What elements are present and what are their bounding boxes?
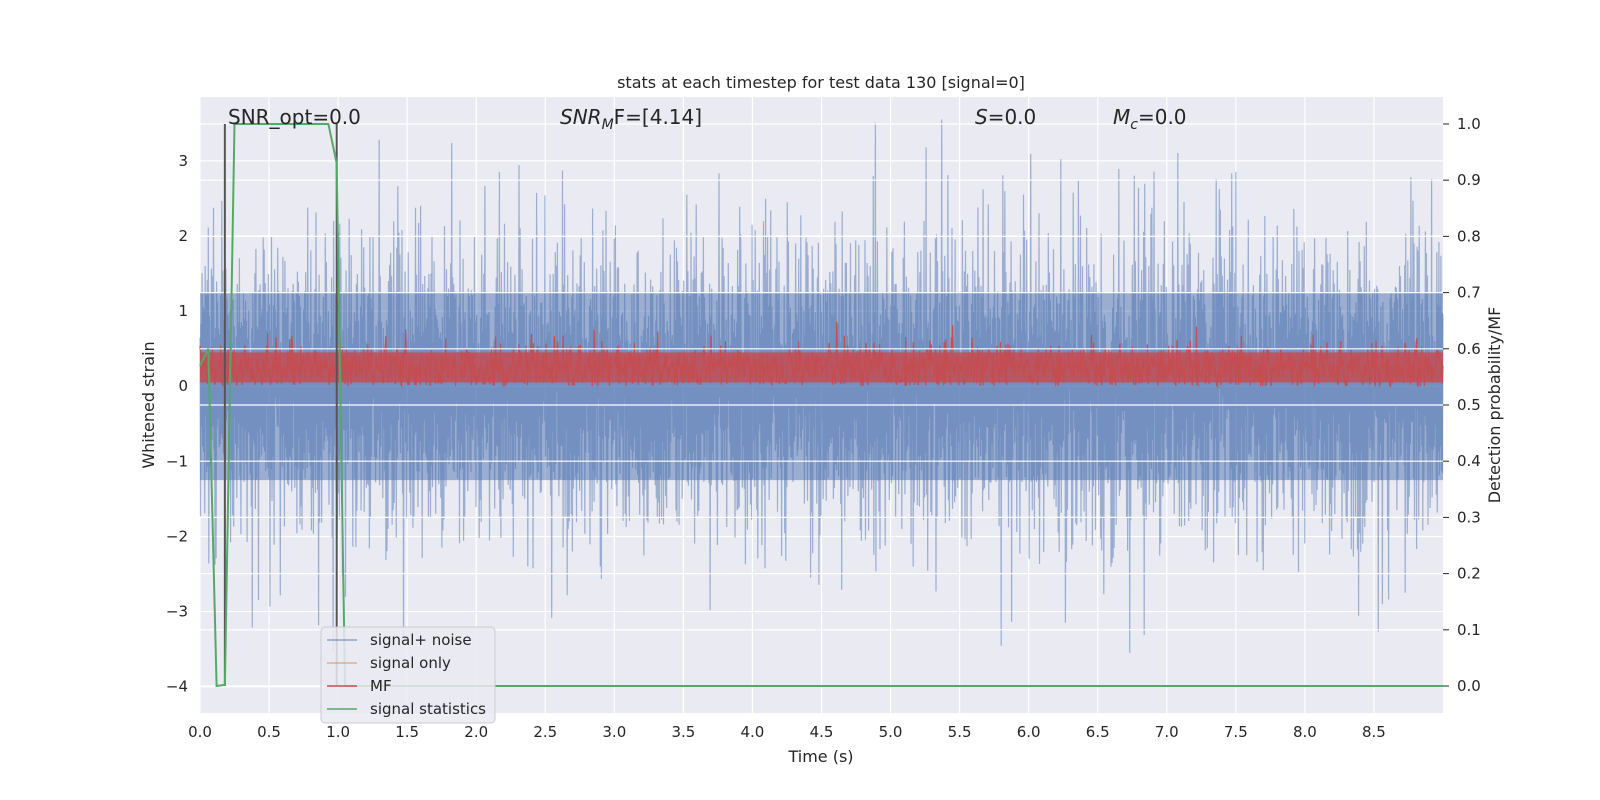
annotation-snr-mf: SNRMF=[4.14] [560,105,702,133]
y-right-tick-label-6: 0.6 [1457,340,1481,358]
mf-band [200,352,1443,383]
annotation-mc: Mc=0.0 [1113,105,1187,133]
y-left-tick-label-2: −2 [166,527,188,545]
x-tick-label-12: 6.0 [1017,723,1041,741]
legend-label-signal-noise: signal+ noise [370,631,472,649]
y-left-tick-label-3: −1 [166,452,188,470]
y-right-tick-label-7: 0.7 [1457,284,1481,302]
y-axis-left-ticks: −4 −3 −2 −1 0 1 2 3 [166,152,188,696]
y-axis-left-label: Whitened strain [139,341,158,468]
y-left-tick-label-5: 1 [178,302,188,320]
y-axis-right-ticks: 0.0 0.1 0.2 0.3 0.4 0.5 0.6 0.7 0.8 0.9 1.0 [1443,115,1481,695]
y-right-tick-label-1: 0.1 [1457,621,1481,639]
series-signal-noise [199,119,1444,653]
x-axis-ticks: 0.0 0.5 1.0 1.5 2.0 2.5 3.0 3.5 4.0 4.5 5.0 5.5 6.0 6… [188,723,1386,741]
signal-noise-band [200,292,1443,481]
y-right-tick-label-4: 0.4 [1457,452,1481,470]
x-tick-label-1: 0.5 [257,723,281,741]
x-tick-label-11: 5.5 [948,723,972,741]
x-tick-label-13: 6.5 [1086,723,1110,741]
y-left-tick-label-1: −3 [166,603,188,621]
y-left-tick-label-4: 0 [178,377,188,395]
y-right-tick-label-0: 0.0 [1457,677,1481,695]
y-left-tick-label-0: −4 [166,678,188,696]
y-left-tick-label-7: 3 [178,152,188,170]
y-left-tick-label-6: 2 [178,227,188,245]
x-tick-label-15: 7.5 [1224,723,1248,741]
legend-label-signal-statistics: signal statistics [370,700,486,718]
legend-label-signal-only: signal only [370,654,451,672]
y-right-tick-label-9: 0.9 [1457,171,1481,189]
chart-title: stats at each timestep for test data 130… [617,73,1025,92]
annotation-s: S=0.0 [975,105,1036,129]
legend-box [320,626,496,724]
x-tick-label-2: 1.0 [326,723,350,741]
y-right-tick-label-10: 1.0 [1457,115,1481,133]
x-tick-label-5: 2.5 [533,723,557,741]
x-tick-label-4: 2.0 [464,723,488,741]
y-axis-right-label: Detection probability/MF [1485,307,1504,504]
x-tick-label-16: 8.0 [1293,723,1317,741]
y-right-tick-label-8: 0.8 [1457,227,1481,245]
x-tick-label-9: 4.5 [810,723,834,741]
x-tick-label-7: 3.5 [671,723,695,741]
x-tick-label-6: 3.0 [602,723,626,741]
x-tick-label-14: 7.0 [1155,723,1179,741]
legend-label-mf: MF [370,677,392,695]
x-tick-label-0: 0.0 [188,723,212,741]
x-tick-label-10: 5.0 [879,723,903,741]
x-tick-label-8: 4.0 [741,723,765,741]
y-right-tick-label-3: 0.3 [1457,508,1481,526]
series-mf [199,321,1444,389]
annotation-snr-opt: SNR_opt=0.0 [228,105,361,129]
y-right-tick-label-2: 0.2 [1457,565,1481,583]
x-tick-label-3: 1.5 [395,723,419,741]
x-axis-label: Time (s) [787,747,853,766]
x-tick-label-17: 8.5 [1362,723,1386,741]
y-right-tick-label-5: 0.5 [1457,396,1481,414]
legend: signal+ noise signal only MF signal stat… [320,626,496,724]
